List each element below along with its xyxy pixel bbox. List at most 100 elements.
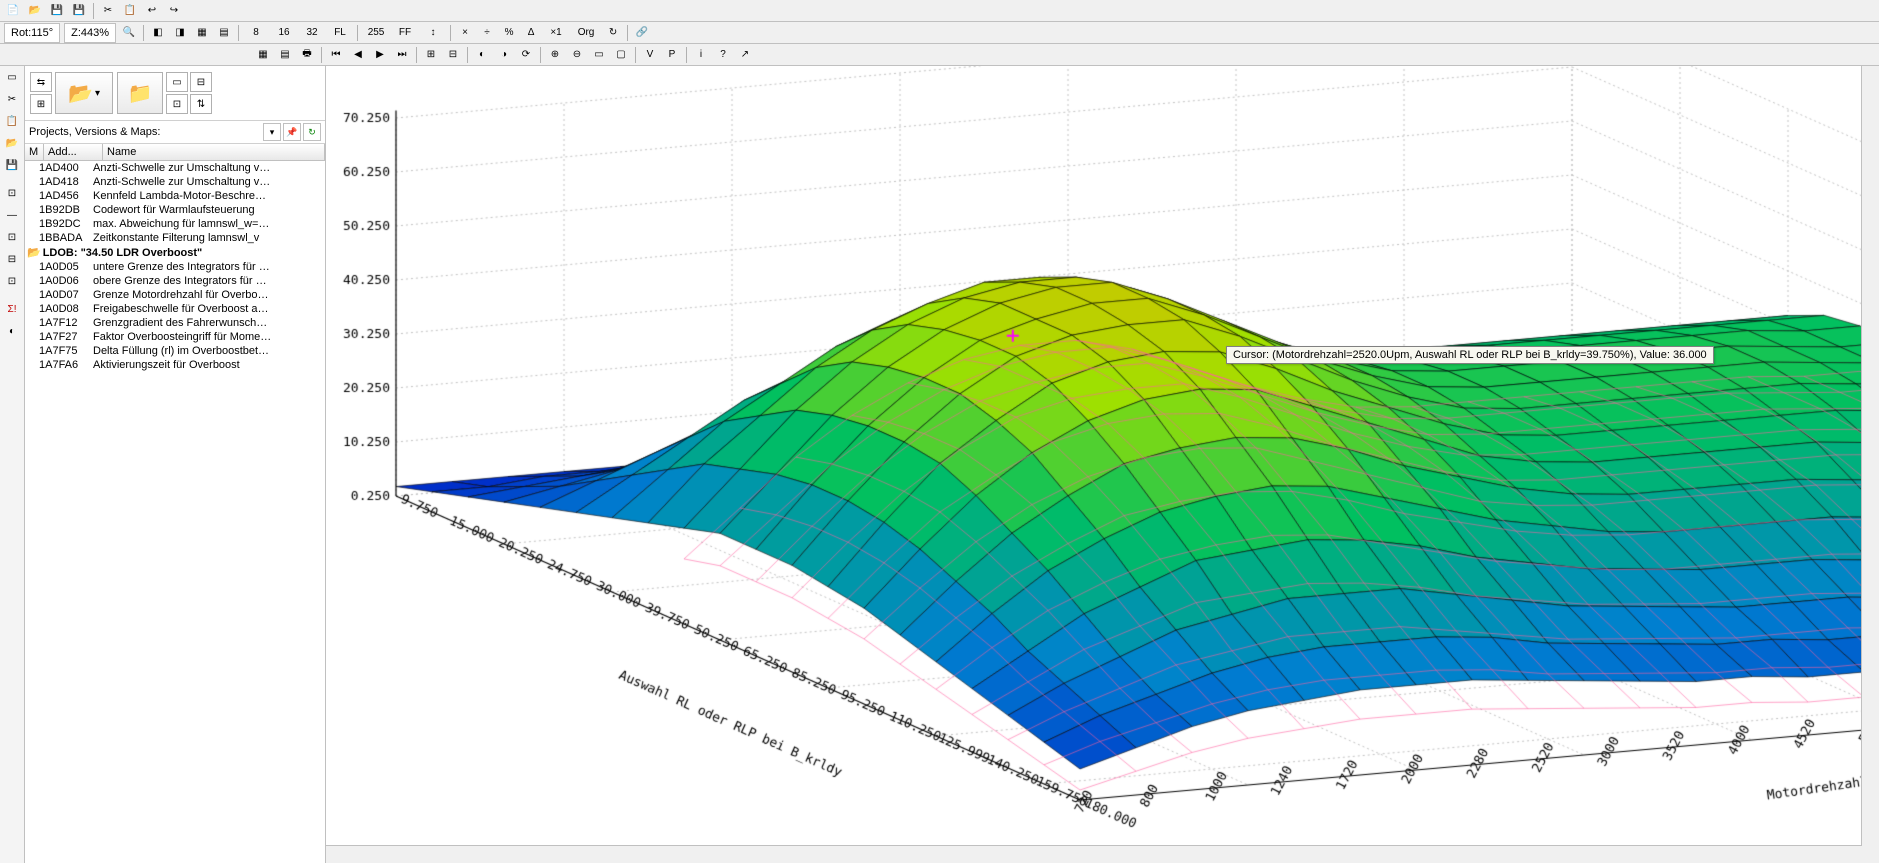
list-item[interactable]: 1AD456Kennfeld Lambda-Motor-Beschre… (25, 189, 325, 203)
sync-icon[interactable]: ↻ (603, 24, 623, 42)
select-icon[interactable]: ▢ (611, 46, 631, 64)
panel-dropdown-icon[interactable]: ▾ (263, 123, 281, 141)
rail-rect-icon[interactable]: ▭ (2, 67, 22, 87)
toolbar-row-3: ▦ ▤ 🖶 ⏮ ◀ ▶ ⏭ ⊞ ⊟ ◐ ◑ ⟳ ⊕ ⊖ ▭ ▢ V P i ? … (0, 44, 1879, 66)
table2-icon[interactable]: ⊟ (443, 46, 463, 64)
copy-icon[interactable]: 📋 (120, 2, 140, 20)
panel-swap-icon[interactable]: ⇆ (30, 72, 52, 92)
rail-cut-icon[interactable]: ✂ (2, 89, 22, 109)
prev-icon[interactable]: ◀ (348, 46, 368, 64)
list-item[interactable]: 1A7F27Faktor Overboosteingriff für Mome… (25, 330, 325, 344)
list-item[interactable]: 1A7F75Delta Füllung (rl) im Overboostbet… (25, 344, 325, 358)
undo-icon[interactable]: ↩ (142, 2, 162, 20)
rail-open-icon[interactable]: 📂 (2, 133, 22, 153)
open-folder-button[interactable]: 📂▾ (55, 72, 113, 114)
list-item[interactable]: 1B92DBCodewort für Warmlaufsteuerung (25, 203, 325, 217)
grid-2-icon[interactable]: ◨ (170, 24, 190, 42)
bits8-button[interactable]: 8 (243, 24, 269, 42)
rail-D4-icon[interactable]: ⊡ (2, 271, 22, 291)
vertical-scrollbar[interactable] (1861, 66, 1879, 863)
grid-1-icon[interactable]: ◧ (148, 24, 168, 42)
bits32-button[interactable]: 32 (299, 24, 325, 42)
rail-D3-icon[interactable]: ⊟ (2, 249, 22, 269)
zoom-full-icon[interactable]: 🔍 (119, 24, 139, 42)
valFF-button[interactable]: FF (392, 24, 418, 42)
rail-sigma-icon[interactable]: Σ! (2, 299, 22, 319)
saveall-icon[interactable]: 💾 (69, 2, 89, 20)
help-icon[interactable]: ? (713, 46, 733, 64)
cut-icon[interactable]: ✂ (98, 2, 118, 20)
fit-icon[interactable]: ▭ (589, 46, 609, 64)
bits16-button[interactable]: 16 (271, 24, 297, 42)
surface-canvas[interactable] (326, 66, 1879, 863)
rail-paste-icon[interactable]: 📋 (2, 111, 22, 131)
rotate-right-icon[interactable]: ◑ (494, 46, 514, 64)
rotate-left-icon[interactable]: ◐ (472, 46, 492, 64)
val111-button[interactable]: ↕ (420, 24, 446, 42)
col-m[interactable]: M (25, 144, 44, 160)
val255-button[interactable]: 255 (362, 24, 390, 42)
grid-4-icon[interactable]: ▤ (214, 24, 234, 42)
rail-circle-icon[interactable]: ◐ (2, 321, 22, 341)
percent-icon[interactable]: % (499, 24, 519, 42)
info-icon[interactable]: i (691, 46, 711, 64)
x1-button[interactable]: ×1 (543, 24, 569, 42)
zoom-out-icon[interactable]: ⊖ (567, 46, 587, 64)
panel-toolbar: ⇆ ⊞ 📂▾ 📁 ▭ ⊡ ⊟ ⇅ (25, 66, 325, 121)
list-item[interactable]: 1AD400Anzti-Schwelle zur Umschaltung v… (25, 161, 325, 175)
view-grid-icon[interactable]: ▦ (253, 46, 273, 64)
list-item[interactable]: 1A7F12Grenzgradient des Fahrerwunsch… (25, 316, 325, 330)
last-icon[interactable]: ⏭ (392, 46, 412, 64)
V-button[interactable]: V (640, 46, 660, 64)
rail-save-icon[interactable]: 💾 (2, 155, 22, 175)
panel-box2-icon[interactable]: ⊡ (166, 94, 188, 114)
panel-min-icon[interactable]: ⊟ (190, 72, 212, 92)
list-item[interactable]: 1A0D05untere Grenze des Integrators für … (25, 260, 325, 274)
link-icon[interactable]: 🔗 (632, 24, 652, 42)
rail-line-icon[interactable]: — (2, 205, 22, 225)
save-icon[interactable]: 💾 (47, 2, 67, 20)
view-list-icon[interactable]: ▤ (275, 46, 295, 64)
surface-view[interactable]: Cursor: (Motordrehzahl=2520.0Upm, Auswah… (326, 66, 1879, 863)
new-icon[interactable]: 📄 (3, 2, 23, 20)
delta-icon[interactable]: Δ (521, 24, 541, 42)
panel-grid-icon[interactable]: ⊞ (30, 94, 52, 114)
rail-D2-icon[interactable]: ⊡ (2, 227, 22, 247)
whatsthis-icon[interactable]: ↗ (735, 46, 755, 64)
list-item[interactable]: 1BBADAZeitkonstante Filterung lamnswl_v (25, 231, 325, 245)
grid-3-icon[interactable]: ▦ (192, 24, 212, 42)
project-panel: ⇆ ⊞ 📂▾ 📁 ▭ ⊡ ⊟ ⇅ Projects, Versions & Ma… (25, 66, 326, 863)
rail-D1-icon[interactable]: ⊡ (2, 183, 22, 203)
list-item[interactable]: 1A7FA6Aktivierungszeit für Overboost (25, 358, 325, 372)
horizontal-scrollbar[interactable] (326, 845, 1862, 863)
div-icon[interactable]: ÷ (477, 24, 497, 42)
open-icon[interactable]: 📂 (25, 2, 45, 20)
open-version-button[interactable]: 📁 (117, 72, 163, 114)
spin-icon[interactable]: ⟳ (516, 46, 536, 64)
panel-pin-icon[interactable]: 📌 (283, 123, 301, 141)
zoom-in-icon[interactable]: ⊕ (545, 46, 565, 64)
redo-icon[interactable]: ↪ (164, 2, 184, 20)
list-body[interactable]: 1AD400Anzti-Schwelle zur Umschaltung v…1… (25, 161, 325, 863)
print-icon[interactable]: 🖶 (297, 46, 317, 64)
list-item[interactable]: 1A0D07Grenze Motordrehzahl für Overbo… (25, 288, 325, 302)
mul-icon[interactable]: × (455, 24, 475, 42)
org-button[interactable]: Org (571, 24, 601, 42)
list-item[interactable]: 1B92DCmax. Abweichung für lamnswl_w=… (25, 217, 325, 231)
col-name[interactable]: Name (103, 144, 325, 160)
list-item[interactable]: 1AD418Anzti-Schwelle zur Umschaltung v… (25, 175, 325, 189)
group-row[interactable]: 📂LDOB: "34.50 LDR Overboost" (25, 245, 325, 260)
col-addr[interactable]: Add... (44, 144, 103, 160)
rotation-readout: Rot:115° (4, 23, 60, 43)
left-rail: ▭ ✂ 📋 📂 💾 ⊡ — ⊡ ⊟ ⊡ Σ! ◐ (0, 66, 25, 863)
table-icon[interactable]: ⊞ (421, 46, 441, 64)
panel-sort-icon[interactable]: ⇅ (190, 94, 212, 114)
float-button[interactable]: FL (327, 24, 353, 42)
list-item[interactable]: 1A0D08Freigabeschwelle für Overboost a… (25, 302, 325, 316)
panel-refresh-icon[interactable]: ↻ (303, 123, 321, 141)
panel-box-icon[interactable]: ▭ (166, 72, 188, 92)
next-icon[interactable]: ▶ (370, 46, 390, 64)
P-button[interactable]: P (662, 46, 682, 64)
list-item[interactable]: 1A0D06obere Grenze des Integrators für … (25, 274, 325, 288)
first-icon[interactable]: ⏮ (326, 46, 346, 64)
